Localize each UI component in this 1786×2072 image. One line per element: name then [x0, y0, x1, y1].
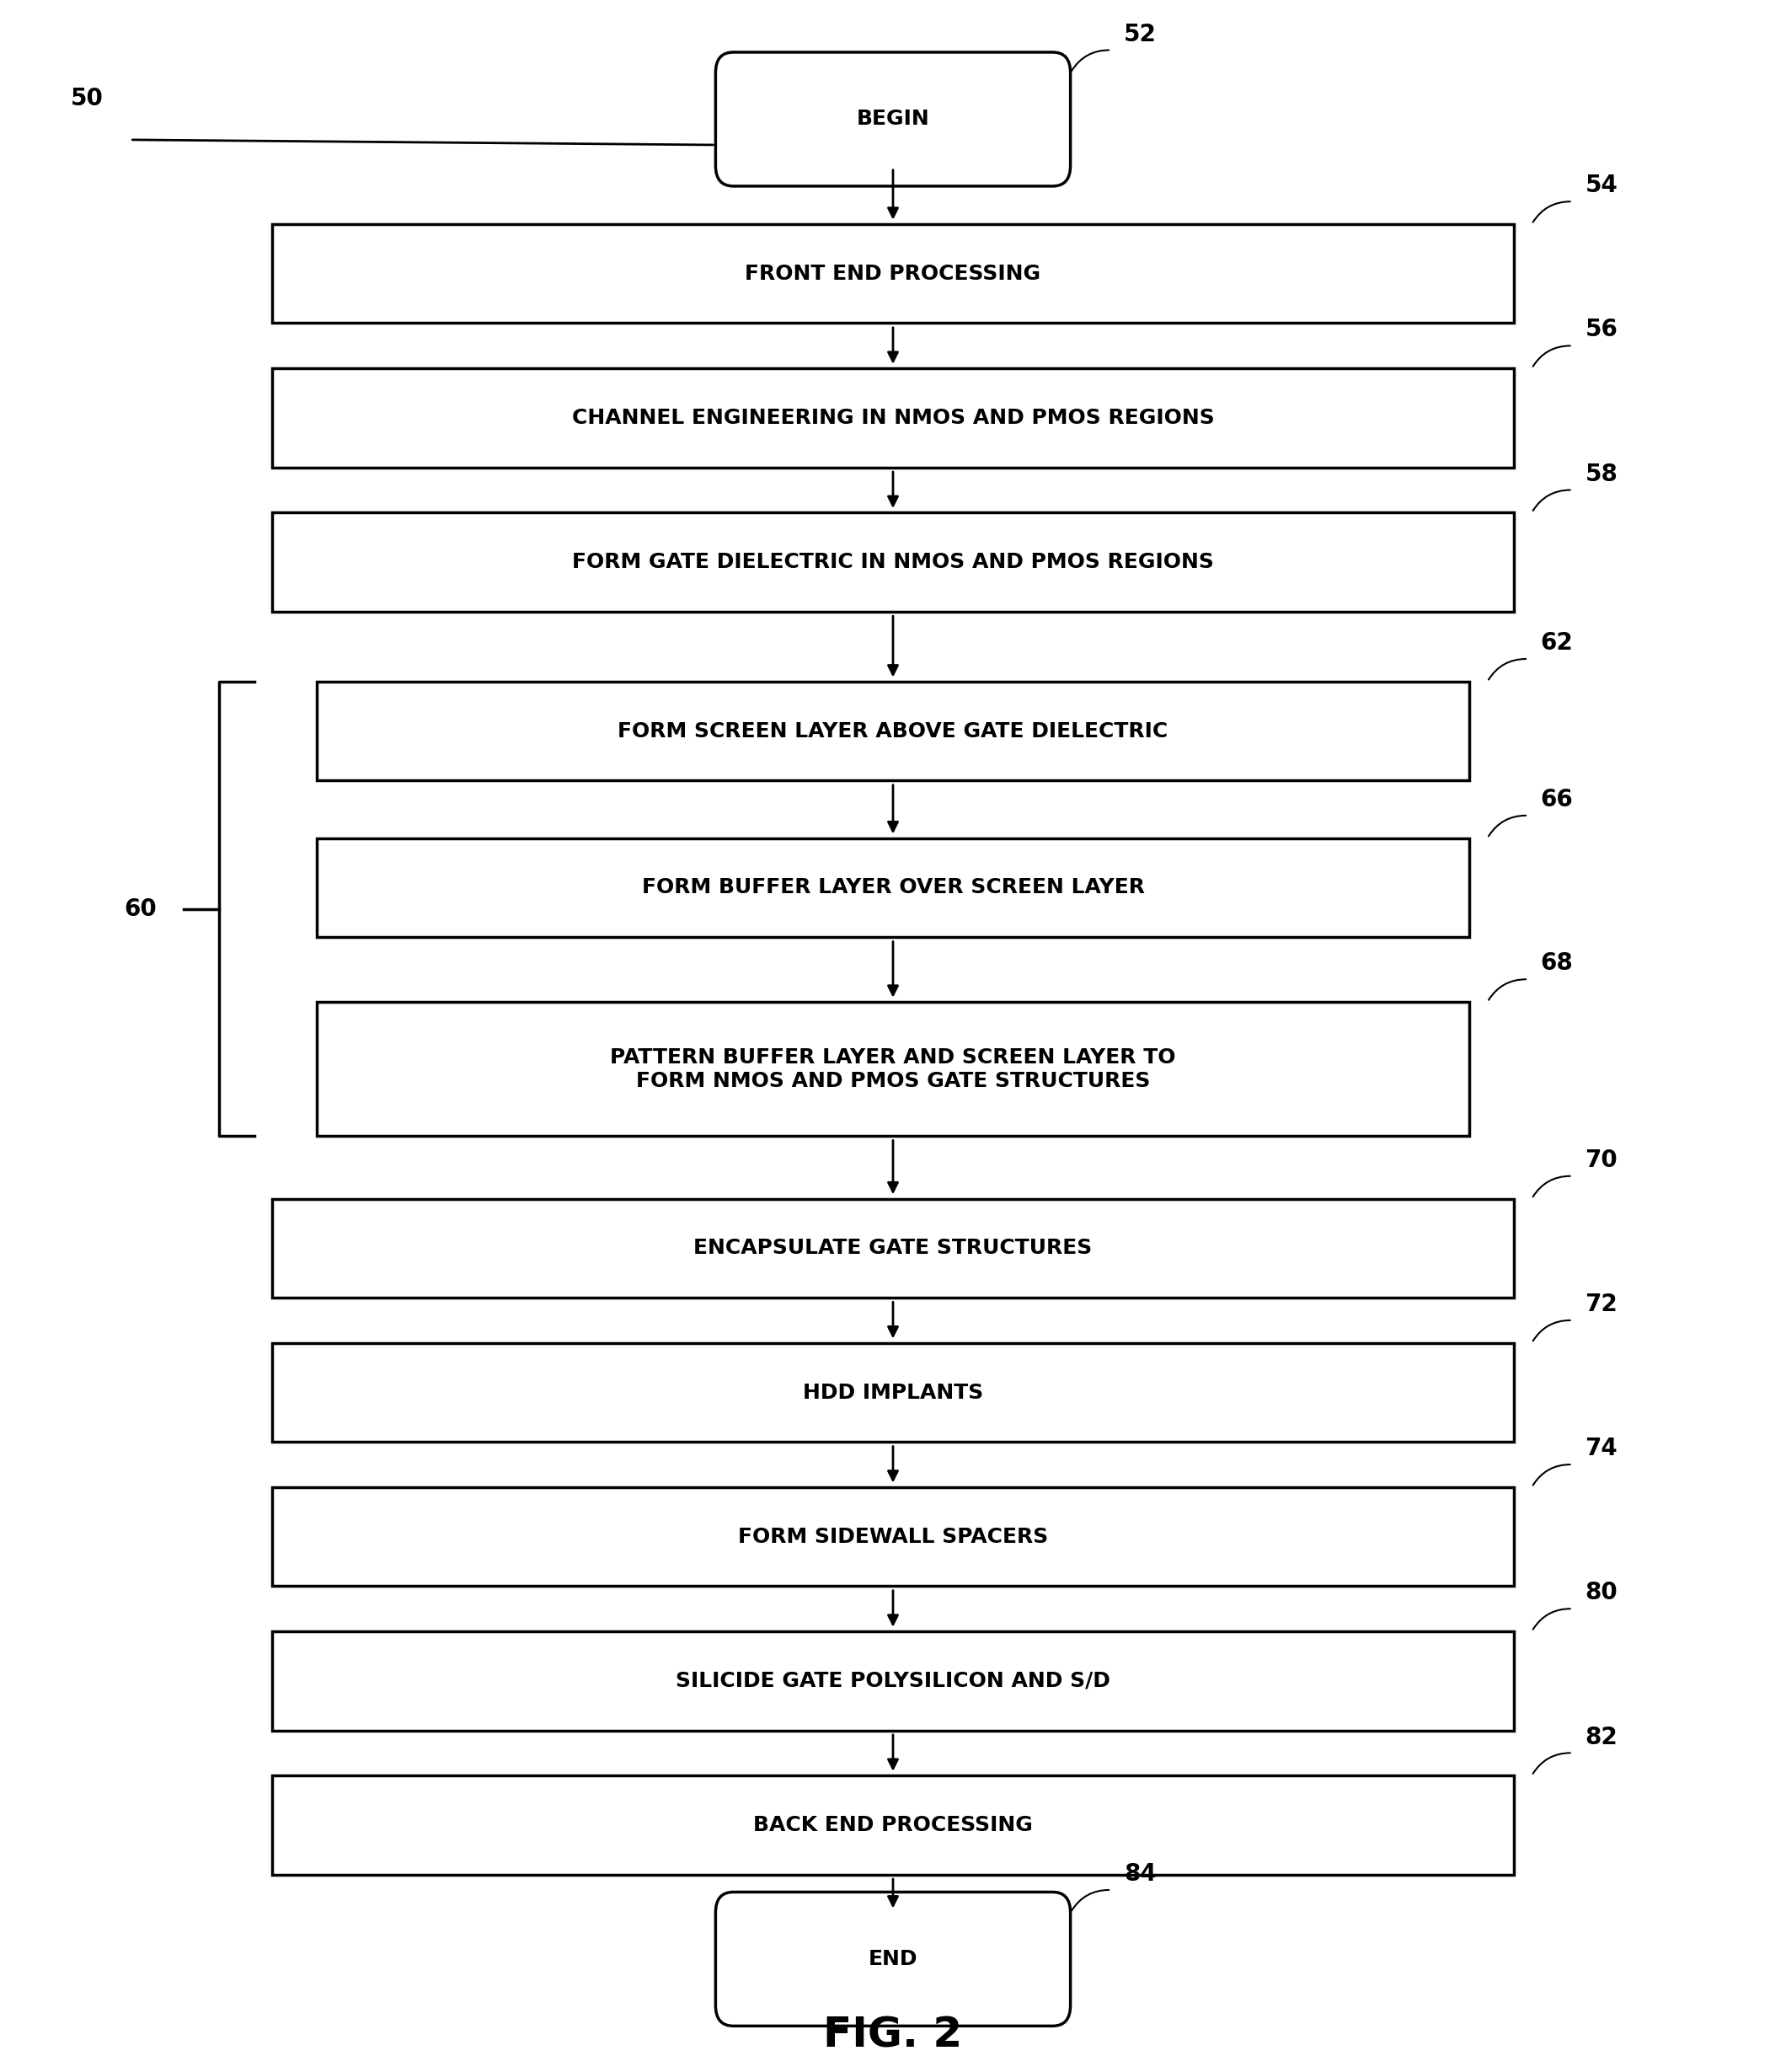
- FancyBboxPatch shape: [716, 1892, 1070, 2026]
- Bar: [316, 682, 1470, 781]
- Text: FIG. 2: FIG. 2: [823, 2016, 963, 2055]
- Bar: [271, 1631, 1515, 1730]
- Bar: [271, 1200, 1515, 1297]
- Text: 52: 52: [1123, 23, 1156, 46]
- Text: CHANNEL ENGINEERING IN NMOS AND PMOS REGIONS: CHANNEL ENGINEERING IN NMOS AND PMOS REG…: [572, 408, 1214, 429]
- Text: FORM GATE DIELECTRIC IN NMOS AND PMOS REGIONS: FORM GATE DIELECTRIC IN NMOS AND PMOS RE…: [572, 551, 1214, 572]
- Text: 62: 62: [1541, 632, 1573, 655]
- Text: 68: 68: [1541, 951, 1573, 976]
- Text: END: END: [868, 1950, 918, 1968]
- Text: FORM SIDEWALL SPACERS: FORM SIDEWALL SPACERS: [738, 1527, 1048, 1548]
- Text: 58: 58: [1584, 462, 1618, 487]
- Text: SILICIDE GATE POLYSILICON AND S/D: SILICIDE GATE POLYSILICON AND S/D: [675, 1670, 1111, 1691]
- Bar: [271, 512, 1515, 611]
- Text: FRONT END PROCESSING: FRONT END PROCESSING: [745, 263, 1041, 284]
- Bar: [271, 1488, 1515, 1585]
- Bar: [271, 224, 1515, 323]
- Text: 50: 50: [71, 87, 104, 110]
- Text: 72: 72: [1584, 1293, 1618, 1316]
- Text: BEGIN: BEGIN: [857, 110, 929, 128]
- Bar: [271, 369, 1515, 468]
- Text: BACK END PROCESSING: BACK END PROCESSING: [754, 1815, 1032, 1836]
- Text: 54: 54: [1584, 174, 1618, 197]
- Bar: [271, 1343, 1515, 1442]
- Text: 56: 56: [1584, 319, 1618, 342]
- Bar: [316, 1003, 1470, 1135]
- Bar: [316, 839, 1470, 937]
- Text: ENCAPSULATE GATE STRUCTURES: ENCAPSULATE GATE STRUCTURES: [693, 1239, 1093, 1258]
- Text: 80: 80: [1584, 1581, 1618, 1604]
- Text: 70: 70: [1584, 1148, 1618, 1173]
- Text: FORM SCREEN LAYER ABOVE GATE DIELECTRIC: FORM SCREEN LAYER ABOVE GATE DIELECTRIC: [618, 721, 1168, 742]
- Text: 84: 84: [1123, 1863, 1156, 1886]
- Text: 82: 82: [1584, 1726, 1618, 1749]
- Text: HDD IMPLANTS: HDD IMPLANTS: [802, 1382, 984, 1403]
- Text: 60: 60: [123, 897, 157, 920]
- Text: 66: 66: [1541, 787, 1573, 812]
- Bar: [271, 1776, 1515, 1875]
- Text: FORM BUFFER LAYER OVER SCREEN LAYER: FORM BUFFER LAYER OVER SCREEN LAYER: [641, 879, 1145, 897]
- Text: 74: 74: [1584, 1436, 1618, 1461]
- Text: PATTERN BUFFER LAYER AND SCREEN LAYER TO
FORM NMOS AND PMOS GATE STRUCTURES: PATTERN BUFFER LAYER AND SCREEN LAYER TO…: [611, 1046, 1175, 1090]
- FancyBboxPatch shape: [716, 52, 1070, 186]
